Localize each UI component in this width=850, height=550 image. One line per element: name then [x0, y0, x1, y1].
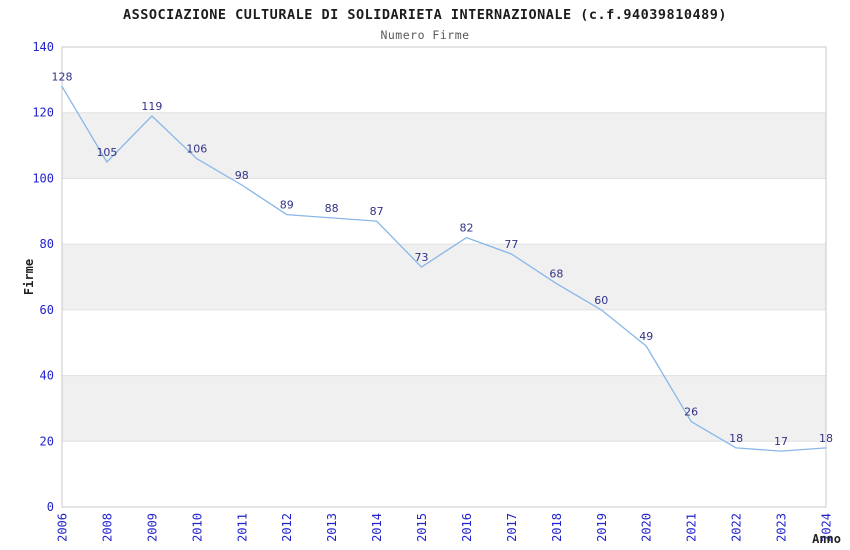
y-tick-label: 0 — [47, 500, 54, 514]
data-label: 60 — [594, 294, 608, 307]
x-tick-label: 2017 — [505, 513, 519, 542]
data-label: 26 — [684, 406, 698, 419]
x-axis-title: Anno — [812, 532, 841, 546]
data-label: 77 — [504, 238, 518, 251]
data-label: 88 — [325, 202, 339, 215]
y-tick-label: 40 — [40, 369, 54, 383]
data-label: 106 — [186, 143, 207, 156]
data-label: 82 — [459, 222, 473, 235]
x-tick-label: 2010 — [190, 513, 204, 542]
y-tick-label: 100 — [32, 171, 54, 185]
data-label: 119 — [141, 100, 162, 113]
x-tick-label: 2008 — [100, 513, 114, 542]
data-label: 18 — [819, 432, 833, 445]
data-label: 49 — [639, 330, 653, 343]
x-tick-label: 2015 — [415, 513, 429, 542]
chart-subtitle: Numero Firme — [380, 28, 470, 42]
x-tick-label: 2019 — [595, 513, 609, 542]
x-tick-label: 2018 — [550, 513, 564, 542]
x-tick-label: 2024 — [820, 513, 834, 542]
x-tick-label: 2014 — [370, 513, 384, 542]
data-line — [61, 85, 827, 452]
x-tick-label: 2009 — [145, 513, 159, 542]
data-label: 73 — [415, 251, 429, 264]
grid-band — [62, 244, 826, 310]
y-tick-label: 80 — [40, 237, 54, 251]
x-tick-label: 2006 — [56, 513, 70, 542]
data-label: 17 — [774, 435, 788, 448]
data-label: 68 — [549, 268, 563, 281]
grid-band — [62, 112, 826, 179]
x-tick-label: 2022 — [730, 513, 744, 542]
data-label: 87 — [370, 205, 384, 218]
data-label: 128 — [52, 70, 73, 83]
grid-band — [62, 375, 826, 442]
x-tick-label: 2023 — [775, 513, 789, 542]
x-tick-label: 2016 — [460, 513, 474, 542]
y-tick-label: 120 — [32, 106, 54, 120]
y-tick-label: 60 — [40, 303, 54, 317]
x-tick-label: 2020 — [640, 513, 654, 542]
chart-title: ASSOCIAZIONE CULTURALE DI SOLIDARIETA IN… — [123, 7, 727, 23]
y-tick-label: 140 — [32, 40, 54, 54]
x-tick-label: 2011 — [235, 513, 249, 542]
y-tick-label: 20 — [40, 434, 54, 448]
data-label: 89 — [280, 199, 294, 212]
data-label: 98 — [235, 169, 249, 182]
data-label: 105 — [96, 146, 117, 159]
x-tick-label: 2013 — [325, 513, 339, 542]
x-tick-label: 2021 — [685, 513, 699, 542]
data-label: 18 — [729, 432, 743, 445]
plot-border — [61, 46, 827, 508]
x-tick-label: 2012 — [280, 513, 294, 542]
y-axis-title: Firme — [22, 259, 36, 295]
